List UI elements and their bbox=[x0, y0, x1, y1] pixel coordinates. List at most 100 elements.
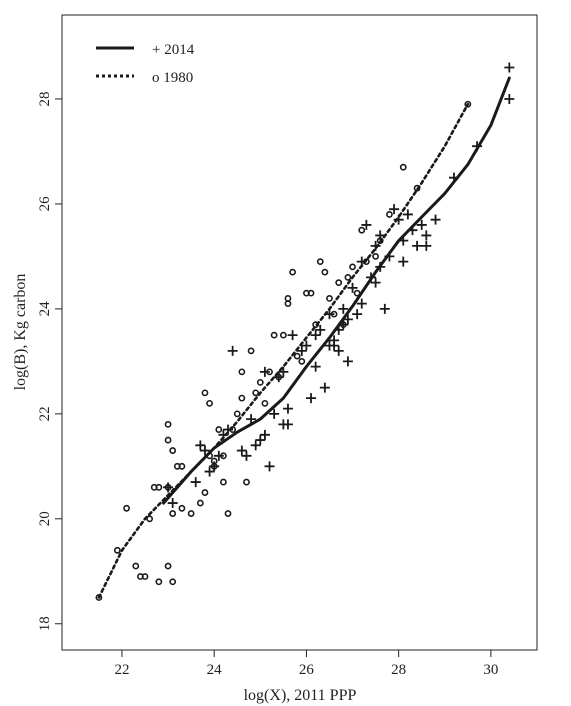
point-2014 bbox=[421, 240, 432, 251]
point-2014 bbox=[296, 345, 307, 356]
point-2014 bbox=[333, 324, 344, 335]
point-2014 bbox=[379, 303, 390, 314]
point-1980 bbox=[284, 300, 292, 308]
point-1980 bbox=[169, 578, 177, 586]
point-2014 bbox=[310, 361, 321, 372]
point-1980 bbox=[349, 263, 356, 271]
point-1980 bbox=[224, 510, 232, 517]
point-2014 bbox=[223, 424, 234, 435]
point-1980 bbox=[376, 237, 384, 245]
point-2014 bbox=[167, 498, 178, 509]
point-1980 bbox=[210, 457, 218, 465]
point-1980 bbox=[238, 368, 246, 376]
point-2014 bbox=[402, 209, 413, 220]
point-1980 bbox=[275, 373, 283, 381]
point-2014 bbox=[347, 282, 358, 293]
point-1980 bbox=[399, 163, 407, 171]
point-1980 bbox=[307, 289, 315, 297]
y-tick-label: 28 bbox=[37, 91, 53, 106]
trend-line-1980 bbox=[97, 102, 470, 599]
point-2014 bbox=[199, 445, 210, 456]
point-1980 bbox=[256, 378, 264, 386]
y-tick-label: 26 bbox=[37, 196, 53, 212]
point-1980 bbox=[298, 357, 306, 365]
point-1980 bbox=[155, 578, 163, 586]
point-1980 bbox=[187, 510, 195, 517]
point-1980 bbox=[261, 399, 269, 407]
point-2014 bbox=[255, 435, 266, 446]
y-tick-label: 24 bbox=[37, 301, 53, 317]
trend-lines bbox=[97, 76, 511, 599]
point-2014 bbox=[448, 172, 459, 183]
point-2014 bbox=[241, 450, 252, 461]
point-2014 bbox=[273, 372, 284, 383]
point-1980 bbox=[266, 368, 273, 376]
point-2014 bbox=[218, 429, 229, 440]
point-1980 bbox=[220, 478, 227, 486]
point-1980 bbox=[178, 462, 186, 470]
point-1980 bbox=[164, 562, 172, 570]
point-1980 bbox=[206, 452, 213, 460]
x-axis-title: log(X), 2011 PPP bbox=[244, 687, 357, 704]
point-2014 bbox=[356, 298, 367, 309]
y-tick-label: 22 bbox=[37, 406, 53, 421]
point-2014 bbox=[282, 403, 293, 414]
point-2014 bbox=[421, 230, 432, 241]
point-1980 bbox=[321, 268, 329, 276]
point-1980 bbox=[95, 594, 103, 601]
point-1980 bbox=[344, 273, 352, 281]
point-1980 bbox=[464, 100, 472, 108]
point-2014 bbox=[375, 261, 386, 272]
point-1980 bbox=[206, 399, 213, 407]
point-1980 bbox=[372, 253, 379, 260]
point-1980 bbox=[141, 573, 149, 580]
point-1980 bbox=[113, 546, 121, 554]
x-tick-label: 24 bbox=[207, 662, 223, 678]
point-2014 bbox=[389, 204, 400, 215]
point-1980 bbox=[284, 294, 292, 302]
point-1980 bbox=[233, 410, 241, 418]
point-1980 bbox=[164, 483, 172, 491]
point-2014 bbox=[398, 235, 409, 246]
point-2014 bbox=[342, 356, 353, 367]
point-1980 bbox=[238, 394, 246, 402]
point-1980 bbox=[339, 321, 347, 329]
y-axis-title: log(B), Kg carbon bbox=[12, 274, 29, 391]
axes: 22 24 26 28 30 18 20 22 24 26 28 bbox=[37, 91, 498, 678]
point-2014 bbox=[356, 256, 367, 267]
point-2014 bbox=[504, 62, 515, 73]
point-2014 bbox=[504, 93, 515, 104]
point-1980 bbox=[289, 268, 296, 276]
point-1980 bbox=[178, 504, 186, 512]
point-2014 bbox=[407, 225, 418, 236]
point-2014 bbox=[209, 461, 220, 472]
point-2014 bbox=[236, 445, 247, 456]
point-1980 bbox=[164, 420, 172, 428]
legend-label-1980: o 1980 bbox=[152, 70, 193, 86]
point-1980 bbox=[132, 562, 140, 570]
point-2014 bbox=[306, 393, 317, 404]
point-2014 bbox=[259, 366, 270, 377]
point-1980 bbox=[362, 258, 370, 266]
legend-label-2014: + 2014 bbox=[152, 42, 195, 58]
point-2014 bbox=[301, 340, 312, 351]
x-tick-label: 26 bbox=[299, 662, 315, 678]
point-1980 bbox=[243, 478, 250, 486]
point-2014 bbox=[246, 414, 257, 425]
point-2014 bbox=[375, 230, 386, 241]
x-tick-label: 22 bbox=[114, 662, 129, 678]
point-1980 bbox=[169, 510, 177, 517]
point-2014 bbox=[319, 382, 330, 393]
point-2014 bbox=[264, 461, 275, 472]
point-2014 bbox=[365, 272, 376, 283]
y-tick-label: 18 bbox=[37, 616, 53, 631]
point-1980 bbox=[215, 426, 223, 433]
point-1980 bbox=[330, 310, 338, 318]
point-1980 bbox=[293, 352, 301, 360]
x-tick-label: 28 bbox=[391, 662, 406, 678]
point-2014 bbox=[287, 330, 298, 341]
point-2014 bbox=[370, 277, 381, 288]
point-2014 bbox=[269, 408, 280, 419]
point-2014 bbox=[195, 440, 206, 451]
